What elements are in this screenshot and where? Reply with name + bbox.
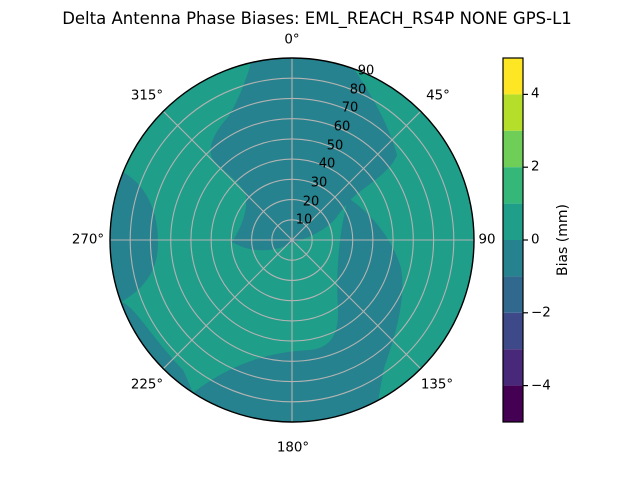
azimuth-label-135: 135° <box>420 377 454 393</box>
azimuth-label-0: 0° <box>284 32 300 48</box>
bias-region-top-comma <box>210 58 397 251</box>
colorbar-tick-4: 4 <box>531 86 540 102</box>
radial-label-40: 40 <box>318 156 336 172</box>
colorbar-segment <box>503 385 523 422</box>
colorbar-tick-marks <box>523 93 528 387</box>
bias-region-left-rim <box>110 172 158 302</box>
radial-label-20: 20 <box>302 194 320 210</box>
radial-label-70: 70 <box>341 100 359 116</box>
colorbar-segment <box>503 130 523 168</box>
radial-label-50: 50 <box>326 138 344 154</box>
colorbar-segment <box>503 349 523 386</box>
azimuth-label-225: 225° <box>130 377 164 393</box>
azimuth-label-45: 45° <box>426 88 450 104</box>
bias-region-bottomleft-rim <box>121 302 193 393</box>
radial-label-80: 80 <box>349 82 367 98</box>
radial-label-10: 10 <box>295 212 313 228</box>
colorbar-axis-label: Bias (mm) <box>555 203 571 277</box>
colorbar-segment <box>503 312 523 350</box>
colorbar-tick-neg4: −4 <box>531 378 551 394</box>
bias-region-right-and-bottom <box>193 198 403 422</box>
radial-label-30: 30 <box>310 175 328 191</box>
azimuth-label-180: 180° <box>276 440 310 456</box>
polar-spine <box>109 57 475 423</box>
chart-title: Delta Antenna Phase Biases: EML_REACH_RS… <box>62 9 572 28</box>
polar-grid <box>110 58 474 422</box>
colorbar-segment <box>503 58 523 95</box>
colorbar-tick-2: 2 <box>531 159 540 175</box>
radial-label-60: 60 <box>333 119 351 135</box>
colorbar-segment <box>503 94 523 131</box>
azimuth-label-270: 270° <box>71 232 105 248</box>
colorbar-segment <box>503 167 523 204</box>
colorbar-tick-0: 0 <box>531 232 540 248</box>
radial-label-90: 90 <box>357 63 375 79</box>
azimuth-label-90: 90 <box>478 232 496 248</box>
colorbar <box>502 57 528 423</box>
azimuth-label-315: 315° <box>130 88 164 104</box>
bias-regions-negative <box>110 58 403 422</box>
colorbar-segment <box>503 276 523 313</box>
colorbar-segment <box>503 240 523 277</box>
colorbar-tick-neg2: −2 <box>531 305 551 321</box>
colorbar-segment <box>503 203 523 240</box>
